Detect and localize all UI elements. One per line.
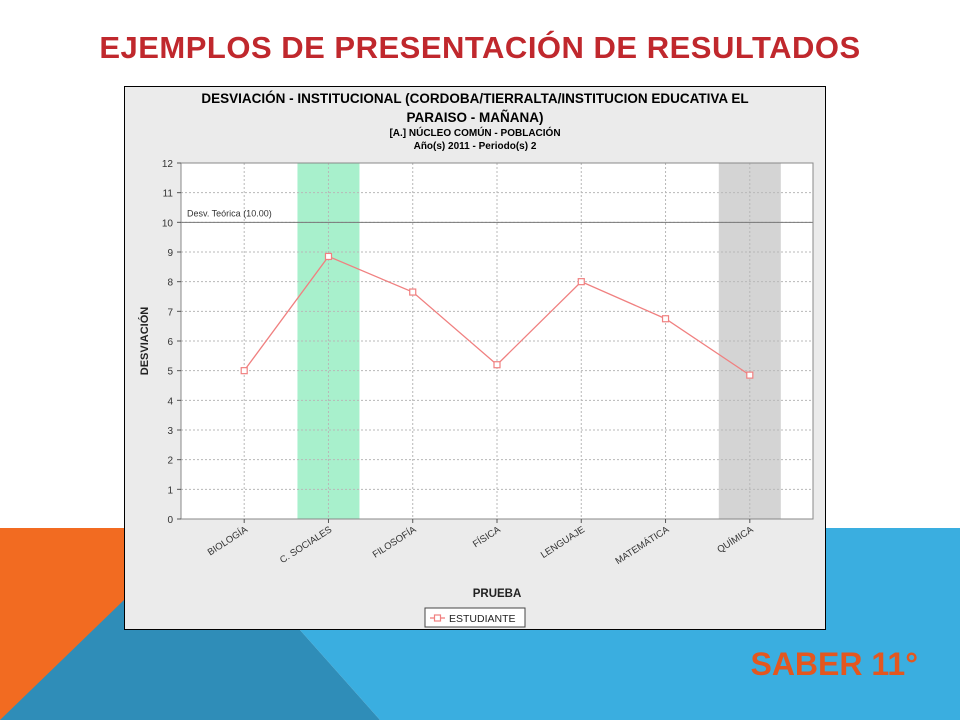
y-axis-label: DESVIACIÓN [138, 307, 151, 376]
x-tick-label: FILOSOFÍA [371, 524, 419, 561]
data-point [577, 278, 585, 286]
x-axis-label: PRUEBA [473, 588, 522, 600]
x-tick-label: C. SOCIALES [278, 524, 334, 566]
y-tick-label: 10 [162, 218, 174, 229]
chart-panel: DESVIACIÓN - INSTITUCIONAL (CORDOBA/TIER… [124, 86, 826, 630]
teal-block [0, 600, 380, 720]
legend-label: ESTUDIANTE [449, 613, 516, 625]
blue-base-block [300, 630, 960, 720]
legend-marker [433, 614, 442, 622]
line-chart: DESVIACIÓN - INSTITUCIONAL (CORDOBA/TIER… [138, 91, 814, 628]
data-point [409, 288, 417, 296]
chart-title-line: PARAISO - MAÑANA) [407, 110, 544, 125]
slide-title: EJEMPLOS DE PRESENTACIÓN DE RESULTADOS [99, 30, 861, 65]
reference-line-label: Desv. Teórica (10.00) [187, 208, 272, 218]
saber-11-label: SABER 11° [750, 646, 918, 682]
data-point [746, 371, 754, 379]
x-tick-label: LENGUAJE [539, 524, 587, 561]
data-point [661, 315, 670, 323]
legend-box [424, 607, 526, 628]
data-point [240, 367, 248, 375]
x-tick-label: FÍSICA [471, 524, 503, 550]
y-tick-label: 7 [167, 307, 173, 318]
y-tick-label: 0 [167, 515, 173, 526]
y-tick-label: 11 [163, 189, 174, 200]
y-tick-label: 12 [162, 159, 174, 170]
chart-subtitle-line: Año(s) 2011 - Periodo(s) 2 [414, 141, 537, 152]
chart-title-line: DESVIACIÓN - INSTITUCIONAL (CORDOBA/TIER… [201, 91, 748, 106]
x-tick-label: BIOLOGÍA [206, 524, 251, 558]
data-point [324, 252, 333, 261]
y-tick-label: 5 [167, 367, 173, 378]
y-tick-label: 6 [167, 337, 173, 348]
y-tick-label: 8 [167, 278, 173, 289]
y-tick-label: 2 [167, 456, 173, 467]
chart-subtitle-line: [A.] NÚCLEO COMÚN - POBLACIÓN [389, 126, 560, 139]
x-tick-label: MATEMÁTICA [614, 524, 672, 567]
y-tick-label: 1 [167, 485, 173, 496]
y-tick-label: 3 [167, 426, 173, 437]
data-point [493, 361, 501, 369]
y-tick-label: 9 [167, 248, 173, 259]
x-tick-label: QUÍMICA [715, 524, 756, 556]
y-tick-label: 4 [167, 396, 173, 407]
